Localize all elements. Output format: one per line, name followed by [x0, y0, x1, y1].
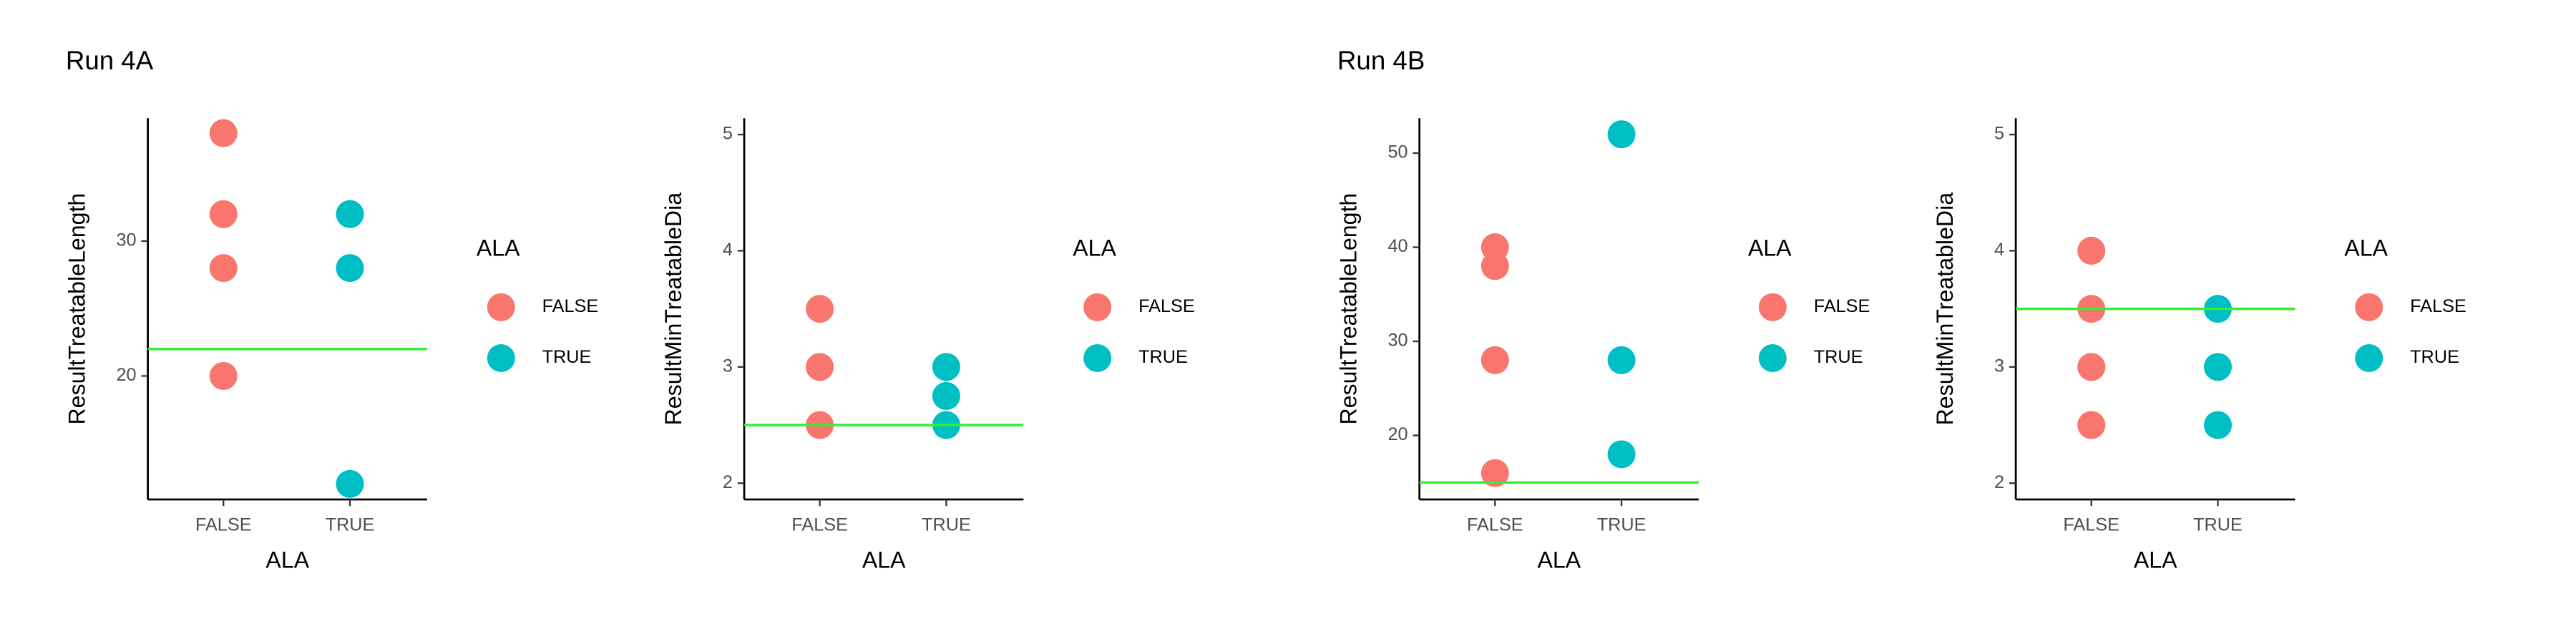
legend-swatch [1758, 293, 1787, 321]
x-tick-label: FALSE [2063, 514, 2119, 535]
y-tick-label: 3 [1994, 356, 2004, 376]
y-axis-title: ResultTreatableLength [64, 193, 90, 425]
point [336, 469, 364, 498]
chart-title: Run 4B [1337, 46, 1425, 75]
y-tick-label: 4 [723, 240, 733, 260]
y-tick-label: 3 [723, 356, 733, 376]
x-tick-label: FALSE [195, 514, 252, 535]
legend-title: ALA [477, 235, 520, 260]
y-tick-label: 4 [1994, 240, 2004, 260]
point [806, 295, 834, 323]
point [209, 119, 238, 147]
legend-label: TRUE [1138, 347, 1188, 367]
legend-title: ALA [1748, 235, 1792, 260]
point [1607, 120, 1636, 149]
y-tick-label: 30 [116, 230, 136, 250]
point [209, 254, 238, 283]
legend-swatch [1758, 343, 1787, 373]
y-tick-label: 5 [1994, 124, 2004, 144]
x-tick-label: TRUE [922, 514, 971, 535]
chart-title: Run 4A [66, 46, 154, 75]
point [2203, 353, 2233, 381]
legend-swatch [1083, 343, 1112, 373]
legend-swatch [2355, 293, 2384, 321]
legend-swatch [487, 293, 515, 321]
legend-label: TRUE [1814, 347, 1863, 367]
legend-swatch [2355, 343, 2384, 373]
y-axis-title: ResultMinTreatableDia [1932, 192, 1958, 426]
x-axis-title: ALA [2134, 547, 2177, 573]
y-tick-label: 40 [1388, 236, 1408, 256]
y-tick-label: 30 [1388, 331, 1408, 351]
y-tick-label: 2 [1994, 472, 2004, 492]
y-tick-label: 2 [723, 472, 733, 492]
legend-label: TRUE [542, 347, 592, 367]
point [336, 254, 364, 283]
legend-title: ALA [1073, 235, 1116, 260]
legend-label: TRUE [2410, 347, 2459, 367]
point [1480, 252, 1509, 280]
x-tick-label: TRUE [1597, 514, 1646, 535]
point [2077, 411, 2106, 439]
y-tick-label: 20 [116, 365, 136, 385]
point [932, 381, 960, 410]
point [1607, 346, 1636, 374]
y-tick-label: 5 [723, 124, 733, 144]
y-axis-title: ResultMinTreatableDia [660, 192, 686, 426]
legend-label: FALSE [2410, 296, 2467, 316]
point [1607, 440, 1636, 469]
point [209, 200, 238, 228]
point [2077, 353, 2106, 381]
x-axis-title: ALA [265, 547, 309, 573]
point [806, 353, 834, 381]
x-tick-label: TRUE [326, 514, 375, 535]
y-tick-label: 50 [1388, 142, 1408, 162]
point [336, 200, 364, 228]
legend-title: ALA [2344, 235, 2388, 260]
legend-swatch [487, 343, 515, 373]
point [209, 361, 238, 390]
legend-swatch [1083, 293, 1112, 321]
y-tick-label: 20 [1388, 424, 1408, 444]
point [1480, 459, 1509, 487]
point [2077, 236, 2106, 265]
legend-label: FALSE [1814, 296, 1870, 316]
point [2203, 411, 2233, 439]
legend-label: FALSE [542, 296, 599, 316]
x-axis-title: ALA [1537, 547, 1581, 573]
y-axis-title: ResultTreatableLength [1336, 193, 1362, 425]
x-tick-label: FALSE [791, 514, 848, 535]
point [1480, 346, 1509, 374]
legend-label: FALSE [1138, 296, 1195, 316]
x-axis-title: ALA [862, 547, 906, 573]
x-tick-label: FALSE [1467, 514, 1523, 535]
x-tick-label: TRUE [2193, 514, 2243, 535]
point [932, 353, 960, 381]
